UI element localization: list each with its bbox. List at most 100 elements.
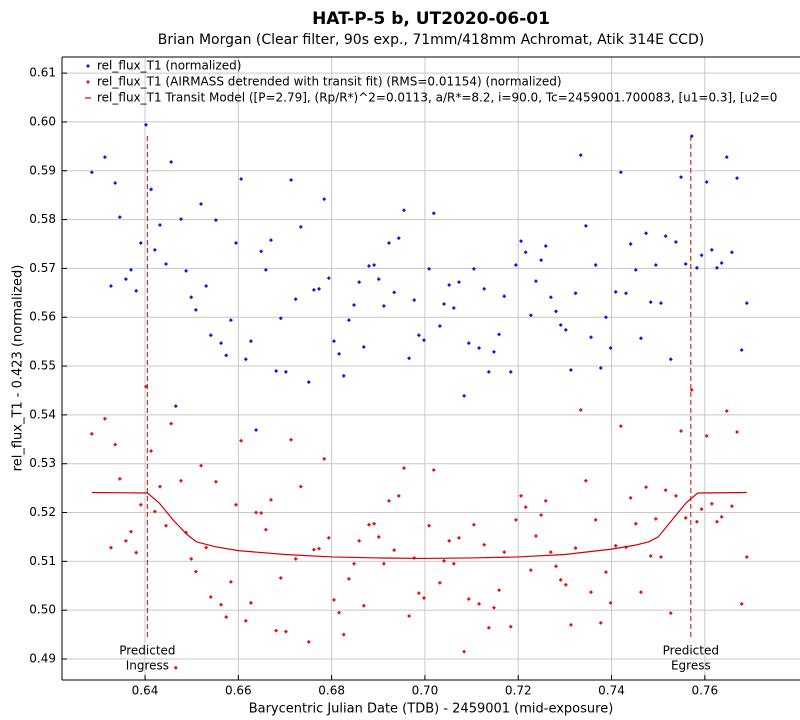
data-point: [259, 249, 264, 254]
data-point: [341, 373, 346, 378]
data-point: [357, 280, 362, 285]
data-point: [89, 431, 94, 436]
data-point: [648, 300, 653, 305]
data-point: [322, 456, 327, 461]
x-tick-label: 0.76: [691, 684, 718, 698]
data-point: [427, 266, 432, 271]
data-point: [628, 495, 633, 500]
data-point: [396, 236, 401, 241]
data-point: [502, 294, 507, 299]
data-point: [558, 323, 563, 328]
data-point: [689, 387, 694, 392]
y-axis-label: rel_flux_T1 - 0.423 (normalized): [11, 265, 26, 472]
data-point: [724, 408, 729, 413]
data-point: [213, 479, 218, 484]
data-point: [658, 554, 663, 559]
data-point: [102, 155, 107, 160]
data-point: [149, 187, 154, 192]
data-point: [709, 247, 714, 252]
data-point: [623, 291, 628, 296]
data-point: [331, 597, 336, 602]
data-point: [668, 357, 673, 362]
data-point: [593, 262, 598, 267]
data-point: [311, 287, 316, 292]
data-point: [117, 215, 122, 220]
data-point: [729, 504, 734, 509]
data-point: [719, 261, 724, 266]
predicted-time-label: Egress: [671, 659, 711, 673]
data-point: [317, 286, 322, 291]
data-point: [578, 408, 583, 413]
data-point: [407, 356, 412, 361]
data-point: [228, 579, 233, 584]
data-point: [658, 301, 663, 306]
data-point: [337, 610, 342, 615]
y-tick-label: 0.58: [29, 212, 56, 226]
data-point: [513, 517, 518, 522]
data-point: [293, 297, 298, 302]
data-point: [739, 601, 744, 606]
data-point: [744, 554, 749, 559]
data-point: [193, 569, 198, 574]
data-point: [648, 553, 653, 558]
data-point: [466, 341, 471, 346]
y-tick-label: 0.50: [29, 603, 56, 617]
data-point: [442, 302, 447, 307]
data-point: [173, 404, 178, 409]
data-point: [679, 428, 684, 433]
data-point: [392, 290, 397, 295]
data-point: [613, 543, 618, 548]
data-point: [603, 570, 608, 575]
data-point: [346, 318, 351, 323]
data-point: [523, 505, 528, 510]
data-point: [644, 485, 649, 490]
data-point: [744, 301, 749, 306]
y-tick-label: 0.56: [29, 310, 56, 324]
data-point: [558, 577, 563, 582]
data-point: [352, 561, 357, 566]
legend-label: rel_flux_T1 (AIRMASS detrended with tran…: [97, 75, 562, 89]
x-tick-label: 0.72: [505, 684, 532, 698]
data-point: [668, 611, 673, 616]
data-point: [376, 277, 381, 282]
data-point: [714, 265, 719, 270]
data-point: [219, 341, 224, 346]
legend-label: rel_flux_T1 (normalized): [97, 59, 241, 73]
data-point: [633, 521, 638, 526]
data-point: [548, 295, 553, 300]
data-point: [278, 316, 283, 321]
data-point: [598, 620, 603, 625]
data-point: [173, 665, 178, 670]
data-point: [618, 170, 623, 175]
data-point: [513, 262, 518, 267]
data-point: [278, 575, 283, 580]
data-point: [416, 591, 421, 596]
predicted-time-label: Predicted: [663, 644, 719, 658]
legend-symbol: [86, 64, 90, 68]
data-point: [372, 262, 377, 267]
data-point: [152, 247, 157, 252]
data-point: [638, 336, 643, 341]
data-point: [157, 484, 162, 489]
data-point: [663, 234, 668, 239]
data-point: [482, 542, 487, 547]
data-point: [346, 576, 351, 581]
data-point: [366, 263, 371, 268]
data-point: [263, 267, 268, 272]
data-point: [123, 538, 128, 543]
data-point: [603, 315, 608, 320]
data-point: [533, 533, 538, 538]
data-point: [243, 618, 248, 623]
data-point: [568, 367, 573, 372]
data-point: [396, 493, 401, 498]
data-point: [102, 416, 107, 421]
data-point: [248, 339, 253, 344]
data-point: [523, 250, 528, 255]
data-point: [628, 241, 633, 246]
data-point: [528, 313, 533, 318]
data-point: [539, 258, 544, 263]
data-point: [143, 384, 148, 389]
data-point: [138, 502, 143, 507]
data-point: [234, 502, 239, 507]
